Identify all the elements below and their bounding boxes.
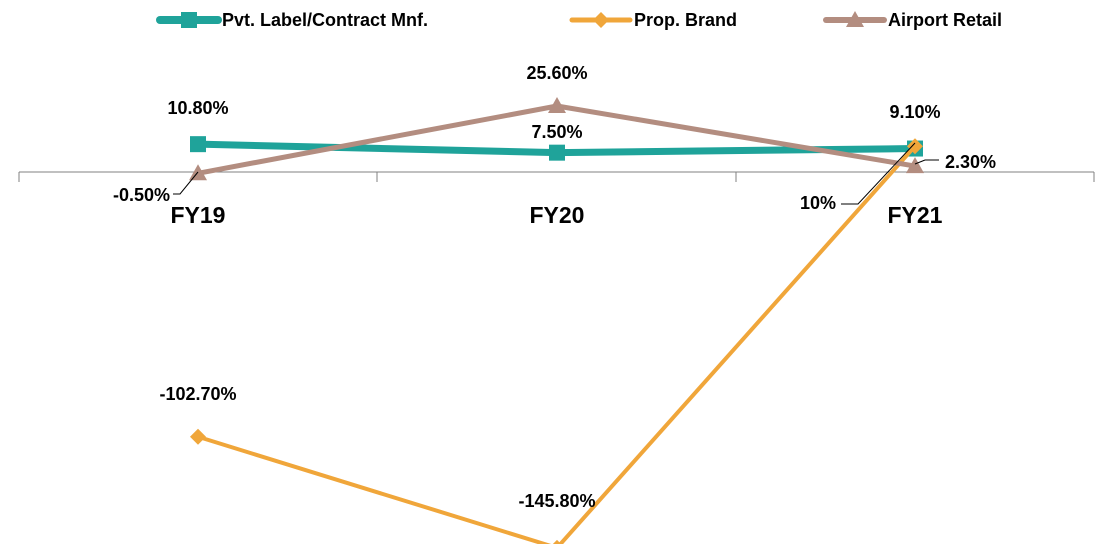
data-label-airport-retail-fy19: -0.50% [113, 185, 170, 205]
data-label-pvt-label-contract-mnf-fy20: 7.50% [531, 122, 582, 142]
data-point-pvt-label-contract-mnf-fy19 [190, 136, 206, 153]
data-point-pvt-label-contract-mnf-fy20 [549, 144, 565, 161]
data-point-prop-brand-fy20 [552, 539, 562, 544]
legend-item-prop-brand: Prop. Brand [569, 10, 737, 30]
data-point-prop-brand-fy19 [190, 428, 206, 445]
legend-label: Pvt. Label/Contract Mnf. [222, 10, 428, 30]
label-leader-line [841, 142, 916, 205]
data-point-airport-retail-fy21 [906, 157, 924, 174]
legend-item-airport-retail: Airport Retail [823, 10, 1002, 30]
legend-marker-diamond [593, 12, 609, 28]
data-label-airport-retail-fy21: 2.30% [945, 152, 996, 172]
data-label-prop-brand-fy20: -145.80% [518, 491, 595, 511]
legend-label: Airport Retail [888, 10, 1002, 30]
series-lines [189, 97, 924, 544]
legend-item-pvt-label-contract-mnf: Pvt. Label/Contract Mnf. [156, 10, 428, 30]
data-label-airport-retail-fy20: 25.60% [526, 63, 587, 83]
series-prop-brand [190, 138, 923, 544]
legend: Pvt. Label/Contract Mnf. Prop. Brand Airpo… [156, 10, 1002, 30]
x-tick-label-fy20: FY20 [530, 202, 585, 228]
label-leader-line [914, 159, 939, 165]
x-tick-label-fy21: FY21 [888, 202, 943, 228]
series-line-prop-brand [196, 144, 917, 544]
data-label-pvt-label-contract-mnf-fy19: 10.80% [167, 98, 228, 118]
data-labels: 10.80% 7.50% 9.10% -102.70% -145.80% 10% -0.50… [113, 63, 996, 511]
label-leader-line [173, 171, 199, 195]
x-axis: FY19 FY20 FY21 [18, 171, 1095, 228]
legend-marker-square [181, 12, 197, 28]
x-tick-label-fy19: FY19 [171, 202, 226, 228]
data-label-prop-brand-fy19: -102.70% [159, 384, 236, 404]
legend-marker-triangle [846, 11, 864, 27]
data-point-prop-brand-fy21 [907, 138, 923, 155]
data-label-prop-brand-fy21: 10% [800, 193, 836, 213]
data-label-pvt-label-contract-mnf-fy21: 9.10% [889, 102, 940, 122]
legend-label: Prop. Brand [634, 10, 737, 30]
data-point-airport-retail-fy20 [548, 97, 566, 113]
